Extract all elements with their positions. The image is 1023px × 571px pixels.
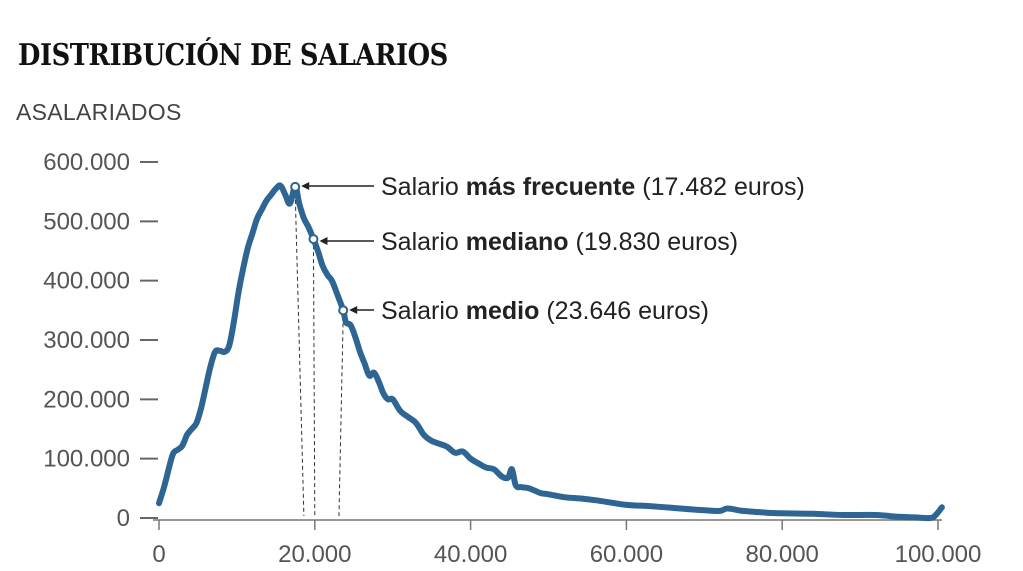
y-axis-label: ASALARIADOS [16,99,182,125]
series-line [156,182,945,522]
y-tick-label: 400.000 [43,268,130,295]
y-tick-label: 100.000 [43,446,130,473]
annotation-prefix: Salario [381,173,466,201]
y-tick-label: 500.000 [43,208,130,235]
annotation-label: Salario mediano (19.830 euros) [381,228,738,256]
annotation-arrowhead [349,306,358,314]
marker-point [338,305,349,316]
annotation-prefix: Salario [381,297,466,325]
markers [290,181,349,316]
annotations: Salario más frecuente (17.482 euros)Sala… [381,173,805,325]
annotation-suffix: (23.646 euros) [539,297,709,325]
drop-lines [294,192,344,517]
annotation-bold: más frecuente [466,173,636,201]
annotation-bold: medio [466,297,540,325]
drop-line [312,245,316,517]
y-tick-label: 200.000 [43,386,130,413]
x-tick-label: 40.000 [434,541,507,568]
x-tick-label: 0 [152,541,165,568]
axes: 0 100.000 200.000 300.000 400.000 500.000 600.… [43,149,981,568]
annotation-bold: mediano [466,228,569,256]
x-tick-label: 20.000 [278,541,351,568]
series-line-group [156,182,945,522]
x-tick-label: 60.000 [590,541,663,568]
annotation-arrowhead [301,182,310,190]
drop-line [294,192,305,517]
y-tick-label: 600.000 [43,149,130,176]
annotation-suffix: (19.830 euros) [569,228,739,256]
annotation-prefix: Salario [381,228,466,256]
annotation-label: Salario medio (23.646 euros) [381,297,709,325]
drop-line [338,316,344,517]
x-tick-label: 80.000 [745,541,818,568]
annotation-arrowhead [319,237,328,245]
chart-title: DISTRIBUCIÓN DE SALARIOS [18,38,448,73]
annotation-label: Salario más frecuente (17.482 euros) [381,173,805,201]
y-tick-label: 0 [117,505,130,532]
annotation-leaders [301,182,374,314]
marker-point [308,234,319,245]
x-tick-label: 100.000 [895,541,982,568]
y-tick-label: 300.000 [43,327,130,354]
annotation-suffix: (17.482 euros) [635,173,805,201]
marker-point [290,181,301,192]
